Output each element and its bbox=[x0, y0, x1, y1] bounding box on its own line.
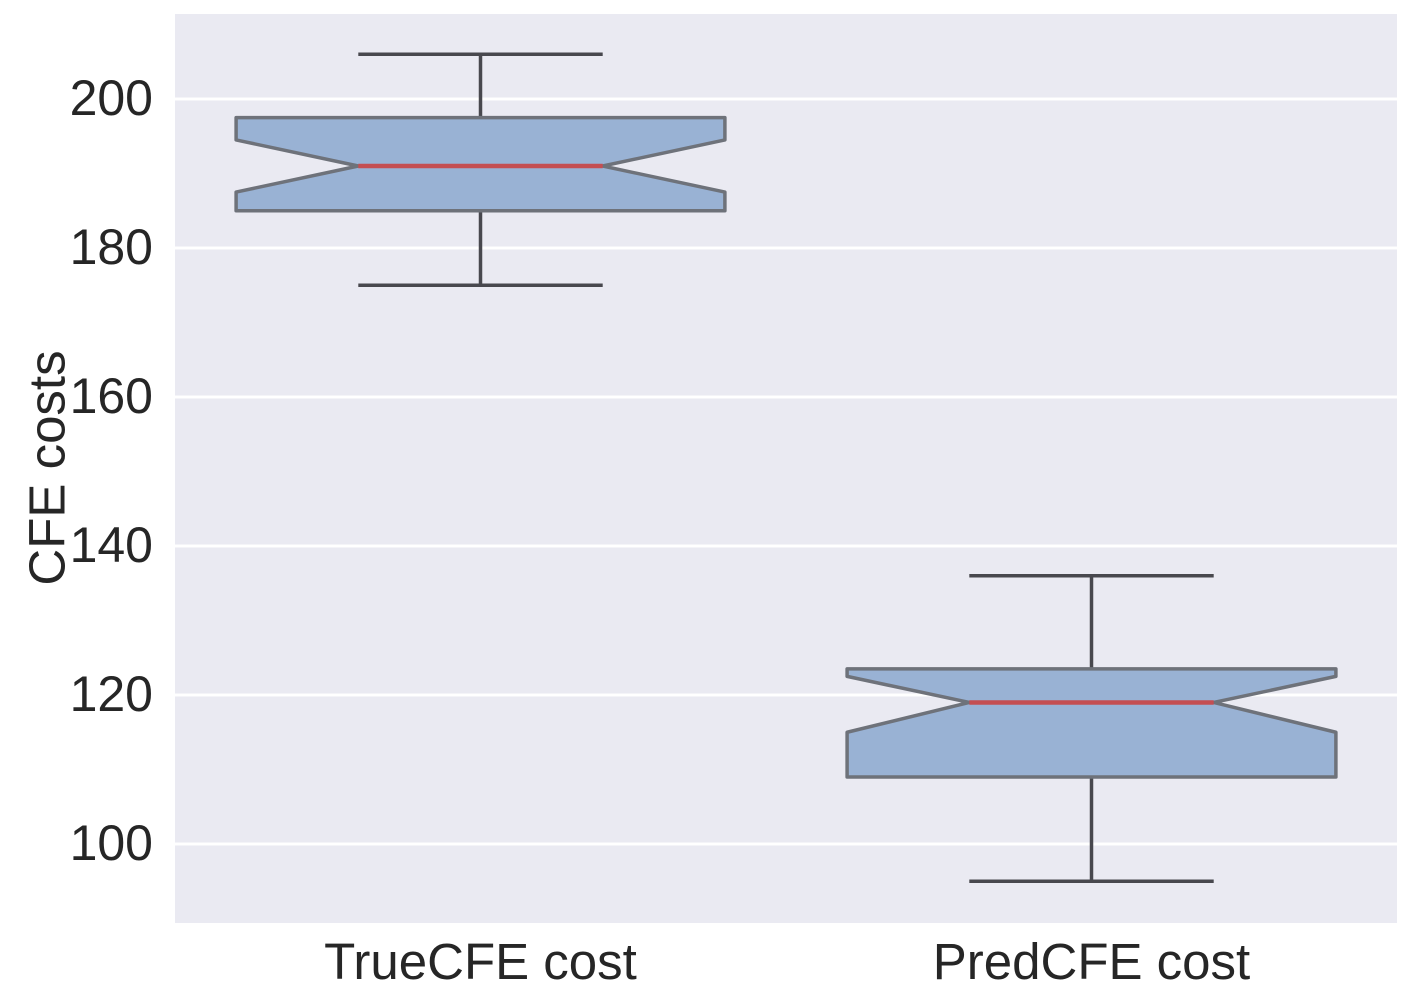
y-tick-label-140: 140 bbox=[69, 516, 153, 573]
boxplot-canvas bbox=[175, 14, 1397, 923]
y-tick-label-100: 100 bbox=[69, 815, 153, 872]
x-tick-label-truecfe-cost: TrueCFE cost bbox=[324, 933, 637, 990]
y-tick-label-180: 180 bbox=[69, 218, 153, 275]
y-tick-label-200: 200 bbox=[69, 69, 153, 126]
box-predcfe-cost bbox=[845, 667, 1338, 779]
y-tick-label-160: 160 bbox=[69, 367, 153, 424]
y-tick-label-120: 120 bbox=[69, 666, 153, 722]
plot-area bbox=[175, 14, 1397, 923]
x-tick-label-predcfe-cost: PredCFE cost bbox=[932, 933, 1251, 990]
